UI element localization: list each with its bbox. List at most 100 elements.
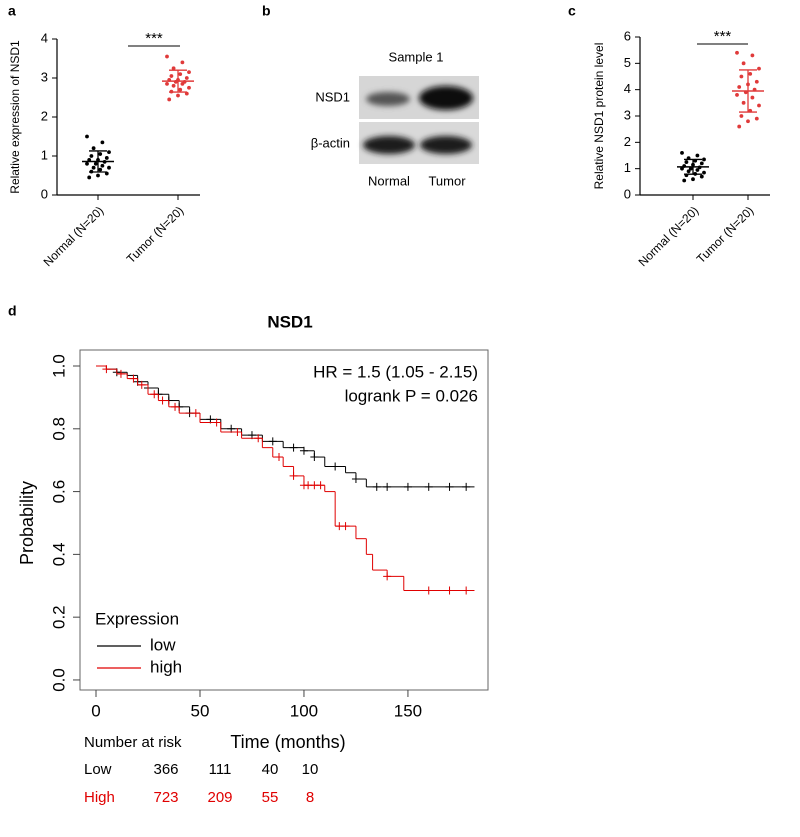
blot-column-label: Tumor [428, 173, 466, 188]
data-point [699, 174, 704, 179]
data-point [107, 150, 111, 155]
risk-table-title: Number at risk [84, 734, 182, 751]
data-point [180, 81, 185, 86]
data-point [741, 61, 746, 66]
data-point [171, 83, 176, 88]
censor-mark [289, 471, 298, 480]
y-tick-label: 0.8 [49, 417, 68, 441]
censor-mark [299, 446, 308, 455]
data-point [750, 53, 755, 58]
risk-row-label: High [84, 789, 115, 806]
data-point [89, 154, 94, 158]
y-tick-label: 0 [624, 186, 631, 201]
data-point [167, 97, 172, 102]
blot-column-label: Normal [368, 173, 410, 188]
data-point [184, 76, 189, 80]
censor-mark [212, 418, 221, 427]
y-tick-label: 0 [41, 186, 48, 201]
x-tick-label: 50 [191, 701, 210, 720]
data-point [180, 60, 185, 65]
censor-mark [129, 374, 138, 383]
legend-label: low [150, 635, 176, 654]
data-point [686, 169, 691, 174]
panel-label: b [262, 3, 271, 19]
censor-mark [158, 396, 167, 405]
data-point [100, 163, 105, 168]
censor-mark [171, 402, 180, 411]
panel-label: a [8, 3, 16, 19]
censor-mark [351, 475, 360, 484]
x-tick-label: Normal (N=20) [41, 203, 107, 269]
data-point [187, 70, 191, 75]
censor-mark [289, 443, 298, 452]
censor-mark [403, 482, 412, 491]
data-point [93, 161, 98, 166]
x-tick-label: 150 [394, 701, 422, 720]
y-axis-label: Relative expression of NSD1 [8, 40, 22, 194]
data-point [187, 85, 191, 90]
y-axis-label: Probability [17, 481, 37, 565]
censor-mark [268, 437, 277, 446]
data-point [702, 170, 706, 175]
data-point [754, 79, 759, 84]
risk-count: 723 [153, 789, 178, 806]
x-tick-label: 0 [91, 701, 100, 720]
censor-mark [254, 434, 263, 443]
legend-label: high [150, 657, 182, 676]
data-point [85, 134, 89, 139]
y-tick-label: 0.4 [49, 543, 68, 567]
risk-row-label: Low [84, 761, 112, 778]
data-point [91, 146, 96, 151]
data-point [87, 175, 92, 180]
data-point [737, 124, 742, 129]
data-point [748, 71, 753, 76]
panel-label: c [568, 3, 576, 19]
data-point [165, 54, 169, 59]
significance-label: *** [714, 28, 732, 45]
risk-count: 55 [262, 789, 279, 806]
censor-mark [424, 586, 433, 595]
data-point [682, 178, 687, 183]
risk-count: 111 [209, 761, 232, 778]
data-point [757, 103, 761, 108]
data-point [91, 165, 96, 170]
data-point [695, 168, 700, 172]
x-tick-label: 100 [290, 701, 318, 720]
x-tick-label: Normal (N=20) [636, 203, 702, 269]
censor-mark [275, 453, 284, 462]
data-point [699, 161, 704, 166]
censor-mark [116, 369, 125, 378]
censor-mark [424, 482, 433, 491]
y-tick-label: 4 [41, 30, 48, 45]
y-tick-label: 3 [624, 107, 631, 122]
censor-mark [383, 572, 392, 581]
data-point [737, 85, 742, 89]
data-point [735, 50, 739, 55]
censor-mark [341, 522, 350, 531]
y-tick-label: 0.6 [49, 480, 68, 504]
data-point [684, 160, 689, 164]
data-point [688, 166, 693, 171]
y-tick-label: 6 [624, 28, 631, 43]
data-point [178, 72, 183, 76]
y-tick-label: 1.0 [49, 354, 68, 378]
data-point [98, 152, 103, 156]
risk-count: 209 [207, 789, 232, 806]
y-tick-label: 1 [624, 160, 631, 175]
y-axis-label: Relative NSD1 protein level [592, 43, 606, 190]
censor-mark [445, 586, 454, 595]
y-tick-label: 3 [41, 69, 48, 84]
censor-mark [137, 380, 146, 389]
y-tick-label: 5 [624, 55, 631, 70]
censor-mark [372, 482, 381, 491]
x-tick-label: Tumor (N=20) [124, 203, 187, 266]
data-point [165, 81, 169, 86]
data-point [750, 95, 755, 100]
censor-mark [233, 427, 242, 436]
blot-band [419, 86, 473, 110]
blot-band [366, 92, 410, 106]
legend-title: Expression [95, 609, 179, 628]
data-point [757, 66, 761, 71]
data-point [169, 74, 174, 78]
censor-mark [316, 481, 325, 490]
